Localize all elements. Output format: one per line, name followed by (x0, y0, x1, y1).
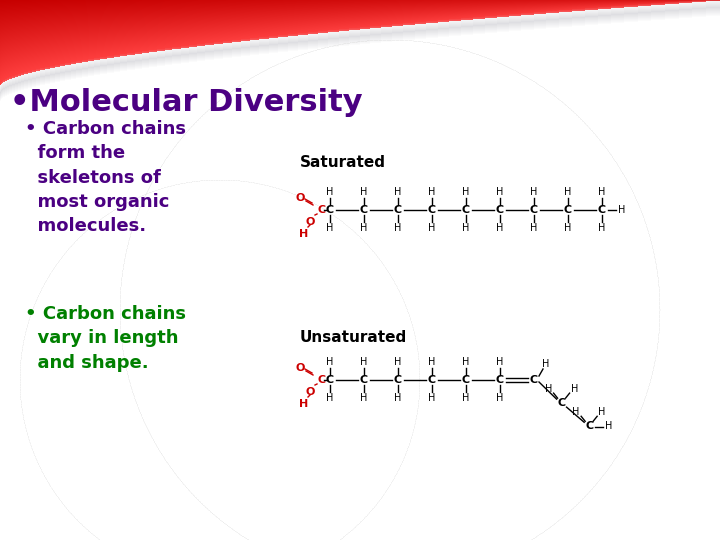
Text: C: C (360, 205, 368, 215)
Text: H: H (564, 187, 572, 197)
Text: C: C (598, 205, 606, 215)
Text: H: H (496, 393, 504, 403)
Text: O: O (305, 387, 315, 397)
Text: C: C (462, 205, 470, 215)
Text: C: C (394, 205, 402, 215)
Text: H: H (462, 357, 469, 367)
Text: H: H (542, 359, 549, 369)
Text: H: H (572, 407, 580, 417)
Text: H: H (598, 407, 606, 417)
Text: H: H (545, 384, 552, 394)
Text: H: H (606, 421, 613, 431)
Text: H: H (531, 223, 538, 233)
Text: H: H (496, 223, 504, 233)
Text: H: H (360, 187, 368, 197)
Text: C: C (462, 375, 470, 385)
Text: H: H (428, 357, 436, 367)
Text: H: H (618, 205, 626, 215)
Text: H: H (462, 223, 469, 233)
Text: C: C (530, 375, 538, 385)
Text: C: C (557, 398, 566, 408)
Text: H: H (360, 357, 368, 367)
Text: C: C (360, 375, 368, 385)
Text: Unsaturated: Unsaturated (300, 330, 408, 345)
Text: H: H (598, 187, 606, 197)
Text: C: C (496, 205, 504, 215)
Text: C: C (318, 205, 326, 215)
Text: •Molecular Diversity: •Molecular Diversity (10, 88, 363, 117)
Text: C: C (585, 421, 593, 431)
Text: H: H (571, 384, 578, 394)
Text: C: C (564, 205, 572, 215)
Text: H: H (428, 223, 436, 233)
Text: H: H (300, 229, 309, 239)
Text: H: H (395, 223, 402, 233)
Text: C: C (326, 205, 334, 215)
Text: H: H (326, 223, 333, 233)
Text: O: O (295, 193, 305, 203)
Text: H: H (564, 223, 572, 233)
Text: C: C (496, 375, 504, 385)
Text: O: O (295, 363, 305, 373)
Text: C: C (530, 205, 538, 215)
Text: H: H (428, 187, 436, 197)
Text: H: H (395, 393, 402, 403)
Text: H: H (326, 187, 333, 197)
Text: H: H (462, 393, 469, 403)
Text: C: C (326, 375, 334, 385)
Text: H: H (531, 187, 538, 197)
Text: • Carbon chains
  vary in length
  and shape.: • Carbon chains vary in length and shape… (25, 305, 186, 372)
Text: • Carbon chains
  form the
  skeletons of
  most organic
  molecules.: • Carbon chains form the skeletons of mo… (25, 120, 186, 235)
Text: C: C (318, 375, 326, 385)
Text: H: H (326, 357, 333, 367)
Text: H: H (300, 399, 309, 409)
Text: Saturated: Saturated (300, 155, 386, 170)
Text: C: C (394, 375, 402, 385)
Text: H: H (360, 393, 368, 403)
Text: C: C (428, 205, 436, 215)
Text: H: H (395, 357, 402, 367)
Text: H: H (326, 393, 333, 403)
Text: H: H (360, 223, 368, 233)
Text: H: H (496, 187, 504, 197)
Text: C: C (428, 375, 436, 385)
Text: H: H (395, 187, 402, 197)
Text: H: H (428, 393, 436, 403)
Text: O: O (305, 217, 315, 227)
Text: H: H (496, 357, 504, 367)
Text: H: H (462, 187, 469, 197)
Text: H: H (598, 223, 606, 233)
